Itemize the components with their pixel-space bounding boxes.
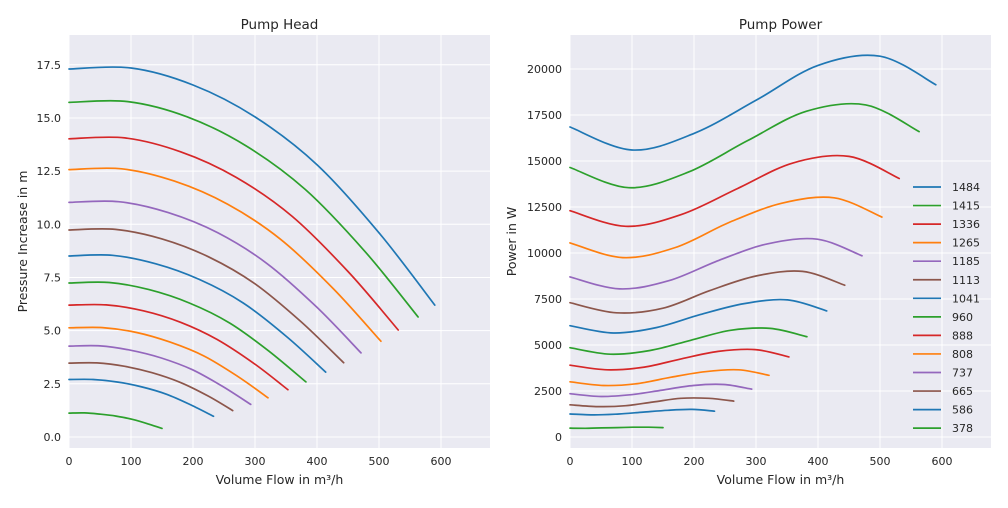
chart-title: Pump Head [241,17,319,33]
y-tick-label: 0.0 [44,431,62,444]
series-line-1415 [569,102,920,189]
legend-label: 665 [952,385,973,398]
x-tick-label: 600 [431,455,452,468]
legend-label: 1113 [952,274,980,287]
y-tick-label: 7.5 [44,271,62,284]
series-line-888 [68,303,289,391]
series-line-737 [569,383,753,398]
series-line-1336 [569,154,901,228]
legend-label: 1265 [952,237,980,250]
legend-label: 378 [952,422,973,435]
x-tick-label: 200 [183,455,204,468]
chart-title: Pump Power [739,17,823,33]
x-tick-label: 400 [307,455,328,468]
series-line-808 [569,368,770,387]
legend: 1484 1415 1336 1265 1185 1113 1041 960 888 808 737… [913,181,980,435]
y-tick-label: 10000 [527,247,562,260]
x-axis-label: Volume Flow in m³/h [717,472,845,487]
series-line-1415 [68,99,419,318]
pump-power-chart: Pump Power Volume Flow in m³/h Power in … [504,17,991,487]
plot-area [69,35,490,448]
series-line-378 [68,411,163,430]
y-tick-label: 5000 [534,339,562,352]
series-line-1041 [68,253,327,373]
series-line-1185 [68,200,362,354]
y-axis-label: Power in W [504,207,519,277]
series-line-1185 [569,237,863,290]
x-tick-label: 100 [121,455,142,468]
x-axis-label: Volume Flow in m³/h [216,472,344,487]
series-line-1113 [569,270,846,314]
legend-label: 808 [952,348,973,361]
series-line-1265 [569,196,883,259]
series-line-960 [569,327,808,356]
legend-label: 586 [952,404,973,417]
series-line-960 [68,281,307,383]
y-tick-label: 20000 [527,63,562,76]
y-tick-label: 12500 [527,201,562,214]
y-tick-label: 10.0 [37,218,62,231]
y-tick-label: 5.0 [44,325,62,338]
x-tick-label: 300 [245,455,266,468]
x-tick-label: 500 [369,455,390,468]
x-tick-label: 0 [567,455,574,468]
series-line-1265 [68,167,382,343]
series-line-808 [68,326,269,399]
series-line-586 [569,408,716,416]
legend-label: 737 [952,367,973,380]
series-line-737 [68,344,252,406]
y-tick-label: 15.0 [37,112,62,125]
x-tick-label: 100 [622,455,643,468]
series-line-1113 [68,227,345,364]
x-tick-label: 200 [684,455,705,468]
legend-label: 960 [952,311,973,324]
legend-label: 1484 [952,181,980,194]
series-line-1484 [569,54,937,151]
series-line-586 [68,378,215,418]
series-line-888 [569,348,790,371]
series-line-1484 [68,66,436,306]
y-tick-label: 12.5 [37,165,62,178]
y-tick-label: 2.5 [44,378,62,391]
x-tick-label: 0 [66,455,73,468]
series-line-1336 [68,136,400,331]
gridlines [68,35,490,448]
series-line-378 [569,426,664,430]
series-line-1041 [569,298,828,334]
pump-head-chart: Pump Head Volume Flow in m³/h Pressure I… [15,17,490,487]
series-line-665 [68,361,234,412]
y-tick-label: 17500 [527,109,562,122]
x-tick-label: 600 [932,455,953,468]
legend-label: 1185 [952,255,980,268]
x-tick-label: 500 [870,455,891,468]
y-axis-label: Pressure Increase in m [15,171,30,313]
series-line-665 [569,397,735,408]
legend-label: 888 [952,329,973,342]
legend-label: 1336 [952,218,980,231]
y-tick-label: 7500 [534,293,562,306]
y-tick-label: 0 [555,431,562,444]
x-tick-label: 400 [808,455,829,468]
x-tick-label: 300 [746,455,767,468]
y-tick-label: 2500 [534,385,562,398]
legend-label: 1415 [952,200,980,213]
y-tick-label: 17.5 [37,59,62,72]
legend-label: 1041 [952,292,980,305]
y-tick-label: 15000 [527,155,562,168]
